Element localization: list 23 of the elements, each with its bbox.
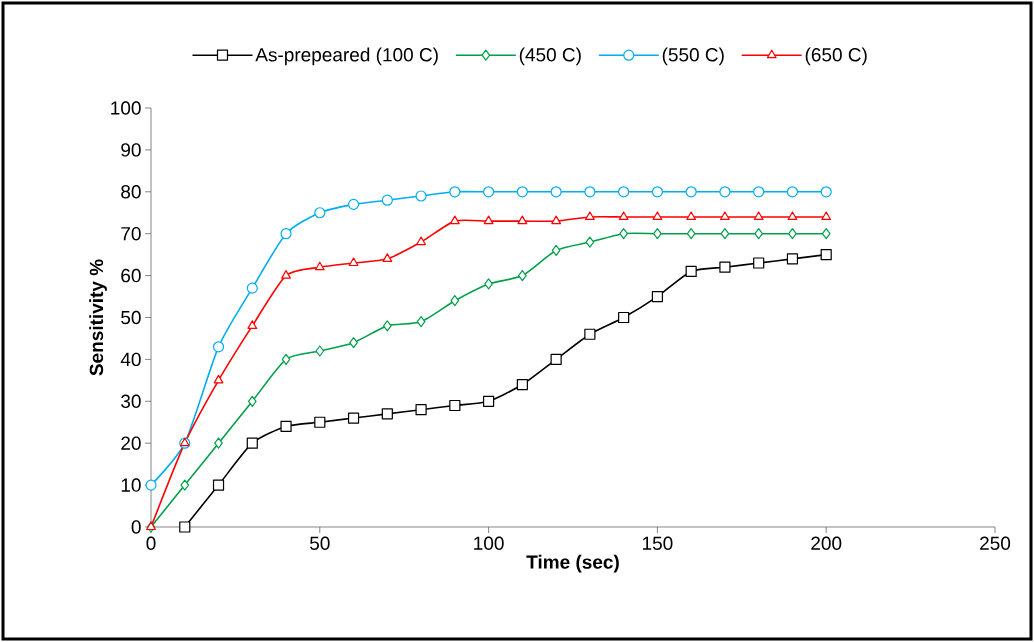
y-tick-label: 0 bbox=[131, 520, 141, 534]
y-tick-label: 90 bbox=[121, 143, 141, 157]
y-tick-label: 50 bbox=[121, 310, 141, 325]
x-tick-label: 150 bbox=[642, 536, 673, 550]
y-tick-label: 100 bbox=[111, 101, 141, 115]
y-tick-label: 80 bbox=[121, 185, 141, 199]
y-tick-label: 60 bbox=[121, 268, 141, 283]
y-axis-title: Sensitivity % bbox=[89, 259, 107, 376]
x-tick-label: 100 bbox=[474, 536, 504, 550]
y-tick-label: 40 bbox=[120, 352, 141, 367]
legend-label: (450 C) bbox=[519, 47, 581, 66]
legend-label: (650 C) bbox=[805, 47, 867, 66]
x-tick-label: 50 bbox=[309, 536, 330, 550]
y-tick-label: 20 bbox=[121, 436, 141, 450]
x-tick-label: 200 bbox=[811, 536, 842, 550]
y-tick-label: 30 bbox=[121, 394, 141, 409]
x-tick-label: 250 bbox=[980, 536, 1011, 550]
legend-label: (550 C) bbox=[662, 47, 724, 66]
legend-label: As-prepeared (100 C) bbox=[255, 47, 438, 66]
y-tick-label: 10 bbox=[121, 478, 141, 492]
y-tick-label: 70 bbox=[121, 226, 141, 241]
x-tick-label: 0 bbox=[146, 536, 156, 550]
x-axis-title: Time (sec) bbox=[526, 554, 619, 573]
